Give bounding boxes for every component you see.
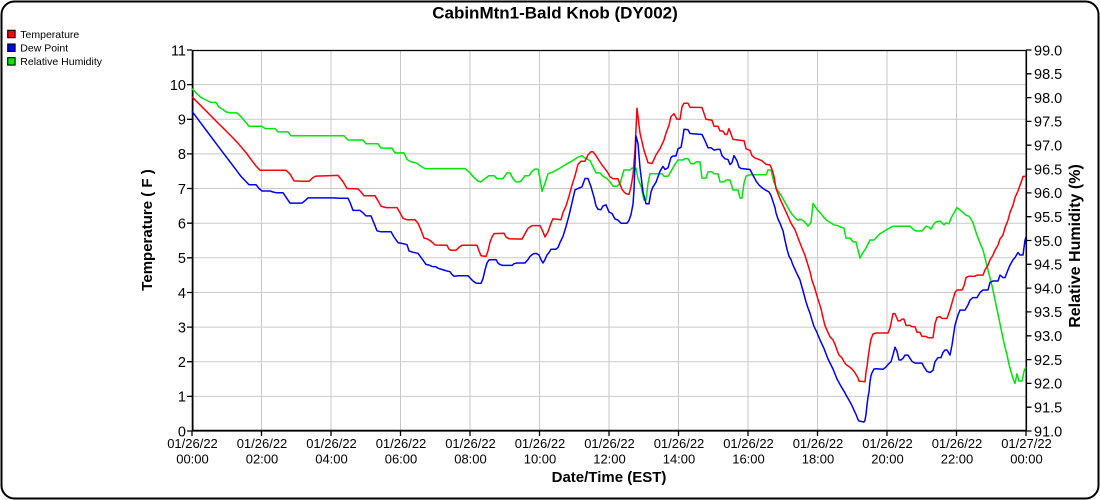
svg-text:95.0: 95.0 <box>1034 234 1062 250</box>
svg-text:97.0: 97.0 <box>1034 139 1062 155</box>
svg-text:Relative Humidity: Relative Humidity <box>20 56 102 68</box>
svg-text:01/26/22: 01/26/22 <box>167 436 218 451</box>
svg-text:12:00: 12:00 <box>593 451 626 466</box>
svg-text:04:00: 04:00 <box>315 451 348 466</box>
svg-text:95.5: 95.5 <box>1034 210 1062 226</box>
svg-text:01/26/22: 01/26/22 <box>932 436 983 451</box>
svg-text:93.5: 93.5 <box>1034 305 1062 321</box>
svg-text:01/26/22: 01/26/22 <box>862 436 913 451</box>
svg-text:01/26/22: 01/26/22 <box>306 436 357 451</box>
svg-text:01/26/22: 01/26/22 <box>445 436 496 451</box>
svg-text:16:00: 16:00 <box>732 451 765 466</box>
svg-text:98.0: 98.0 <box>1034 91 1062 107</box>
svg-text:4: 4 <box>178 286 186 302</box>
svg-text:2: 2 <box>178 355 186 371</box>
svg-text:Relative Humidity (%): Relative Humidity (%) <box>1067 164 1084 328</box>
svg-text:01/26/22: 01/26/22 <box>723 436 774 451</box>
svg-text:01/26/22: 01/26/22 <box>584 436 635 451</box>
svg-text:5: 5 <box>178 251 186 267</box>
svg-text:10: 10 <box>170 78 186 94</box>
svg-text:18:00: 18:00 <box>802 451 835 466</box>
svg-text:9: 9 <box>178 113 186 129</box>
svg-text:10:00: 10:00 <box>524 451 557 466</box>
svg-text:91.0: 91.0 <box>1034 424 1062 440</box>
svg-text:92.5: 92.5 <box>1034 353 1062 369</box>
svg-text:93.0: 93.0 <box>1034 329 1062 345</box>
svg-text:Date/Time (EST): Date/Time (EST) <box>552 469 667 486</box>
svg-text:3: 3 <box>178 320 186 336</box>
svg-text:11: 11 <box>171 43 186 59</box>
svg-text:06:00: 06:00 <box>385 451 418 466</box>
svg-text:01/26/22: 01/26/22 <box>376 436 427 451</box>
svg-text:99.0: 99.0 <box>1034 43 1062 59</box>
svg-text:96.0: 96.0 <box>1034 186 1062 202</box>
svg-text:1: 1 <box>178 390 186 406</box>
svg-text:01/26/22: 01/26/22 <box>237 436 288 451</box>
svg-text:6: 6 <box>178 217 186 233</box>
svg-text:22:00: 22:00 <box>941 451 974 466</box>
svg-text:91.5: 91.5 <box>1034 401 1062 417</box>
svg-text:92.0: 92.0 <box>1034 377 1062 393</box>
svg-text:0: 0 <box>178 424 186 440</box>
svg-text:97.5: 97.5 <box>1034 115 1062 131</box>
svg-text:94.0: 94.0 <box>1034 281 1062 297</box>
svg-text:94.5: 94.5 <box>1034 258 1062 274</box>
svg-text:7: 7 <box>178 182 186 198</box>
svg-text:02:00: 02:00 <box>246 451 279 466</box>
svg-text:Temperature: Temperature <box>20 29 79 41</box>
svg-text:01/26/22: 01/26/22 <box>654 436 705 451</box>
svg-text:8: 8 <box>178 147 186 163</box>
svg-text:CabinMtn1-Bald Knob (DY002): CabinMtn1-Bald Knob (DY002) <box>432 3 678 22</box>
svg-text:20:00: 20:00 <box>871 451 904 466</box>
svg-text:00:00: 00:00 <box>1010 451 1043 466</box>
svg-text:96.5: 96.5 <box>1034 162 1062 178</box>
svg-text:01/26/22: 01/26/22 <box>515 436 566 451</box>
svg-text:08:00: 08:00 <box>454 451 487 466</box>
svg-text:01/27/22: 01/27/22 <box>1001 436 1052 451</box>
svg-text:Dew Point: Dew Point <box>20 43 68 55</box>
svg-text:98.5: 98.5 <box>1034 67 1062 83</box>
svg-text:00:00: 00:00 <box>176 451 209 466</box>
svg-text:01/26/22: 01/26/22 <box>793 436 844 451</box>
svg-text:14:00: 14:00 <box>663 451 696 466</box>
svg-text:Temperature ( F ): Temperature ( F ) <box>139 169 156 290</box>
